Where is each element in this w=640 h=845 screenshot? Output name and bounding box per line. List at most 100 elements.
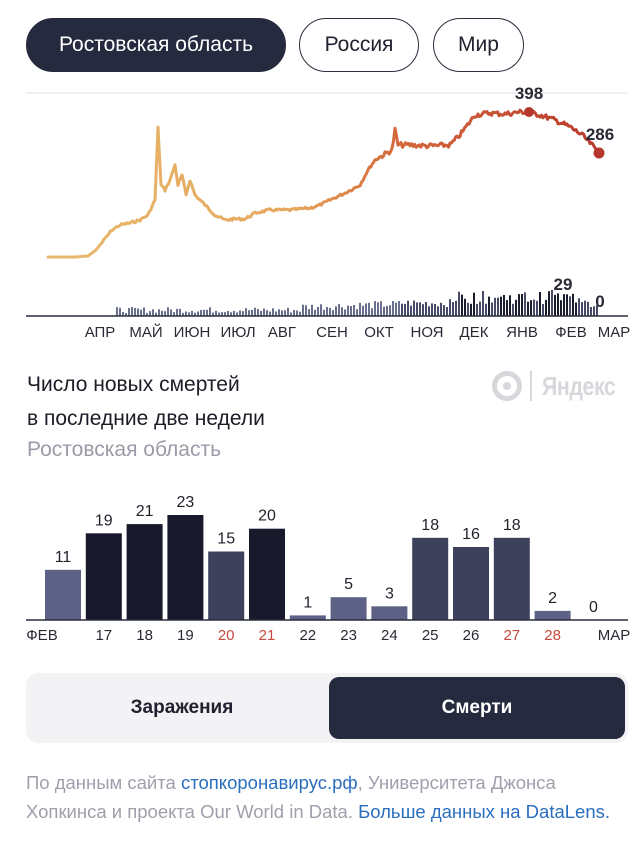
- footer-sources: По данным сайта стопкоронавирус.рф, Унив…: [26, 768, 631, 826]
- overview-mini-bar: [143, 307, 145, 316]
- deaths-button[interactable]: Смерти: [329, 677, 625, 739]
- tab-rostov-region[interactable]: Ростовская область: [26, 18, 286, 72]
- overview-mini-bar: [464, 298, 466, 316]
- overview-mini-bars: [116, 290, 598, 316]
- overview-month-label: АВГ: [268, 324, 296, 341]
- overview-mini-bar: [314, 309, 316, 316]
- overview-mini-bar: [485, 303, 487, 316]
- overview-month-label: ЯНВ: [506, 324, 538, 341]
- overview-mini-bar: [164, 311, 166, 316]
- overview-mini-bar: [401, 303, 403, 316]
- overview-mini-bar: [149, 311, 151, 316]
- deaths-value-label: 1: [303, 594, 312, 611]
- overview-mini-bar: [356, 309, 358, 316]
- overview-mini-bar: [329, 307, 331, 316]
- footer-middle: , Университета Джонса Хопкинса и проекта…: [26, 772, 556, 822]
- deaths-value-label: 3: [385, 585, 394, 602]
- deaths-value-label: 11: [55, 549, 72, 566]
- overview-mini-bar: [278, 309, 280, 316]
- overview-mini-bar: [518, 294, 520, 316]
- overview-mini-bar: [128, 308, 130, 316]
- deaths-category-label: 19: [177, 627, 194, 644]
- overview-mini-bar: [191, 311, 193, 316]
- overview-mini-bar: [470, 303, 472, 316]
- overview-mini-bar: [449, 299, 451, 316]
- deaths-category-label: 18: [136, 627, 153, 644]
- overview-mini-bar: [302, 304, 304, 316]
- overview-mini-bar: [209, 307, 211, 316]
- overview-mini-bar: [308, 309, 310, 316]
- overview-mini-bar: [581, 302, 583, 316]
- overview-mini-bar: [341, 307, 343, 316]
- deaths-bar: [330, 597, 367, 620]
- overview-mini-bar: [353, 305, 355, 316]
- overview-mini-bar: [245, 308, 247, 316]
- deaths-value-label: 2: [548, 590, 557, 607]
- overview-mini-bar: [323, 309, 325, 316]
- yandex-logo: Яндекс: [492, 368, 632, 404]
- overview-mini-bar: [548, 291, 550, 316]
- overview-mini-bar: [497, 297, 499, 316]
- overview-mini-bar: [404, 303, 406, 316]
- overview-mini-bar: [461, 294, 463, 316]
- logo-divider: [530, 371, 532, 401]
- deaths-value-label: 19: [95, 512, 113, 529]
- overview-mini-bar: [137, 308, 139, 316]
- overview-mini-bar: [515, 299, 517, 316]
- overview-mini-bar: [377, 302, 379, 316]
- deaths-category-label: 23: [340, 627, 357, 644]
- tab-world[interactable]: Мир: [433, 18, 524, 72]
- overview-mini-bar: [572, 293, 574, 316]
- deaths-value-label: 0: [589, 599, 598, 616]
- deaths-category-label: 17: [95, 627, 112, 644]
- overview-mini-bar: [293, 310, 295, 316]
- overview-mini-bar: [509, 295, 511, 316]
- overview-mini-bar: [218, 312, 220, 316]
- overview-mini-bar: [425, 302, 427, 316]
- overview-month-label: ОКТ: [364, 324, 394, 341]
- overview-mini-bar: [362, 305, 364, 316]
- overview-mini-bar: [398, 301, 400, 316]
- overview-mini-bar: [248, 310, 250, 316]
- tab-russia[interactable]: Россия: [299, 18, 419, 72]
- deaths-category-label: ФЕВ: [26, 627, 57, 644]
- overview-mini-bar: [284, 310, 286, 316]
- overview-mini-bar: [206, 309, 208, 316]
- overview-mini-bar: [368, 302, 370, 316]
- deaths-bar: [126, 524, 163, 620]
- deaths-bar: [45, 569, 81, 620]
- deaths-category-label: 22: [299, 627, 316, 644]
- overview-mini-bar: [275, 311, 277, 316]
- overview-chart: 398 286 29 0 АПР МАЙ ИЮН ИЮЛ АВГ СЕН ОКТ НОЯ ДЕК…: [26, 84, 630, 341]
- overview-mini-bar: [458, 291, 460, 316]
- deaths-bar: [534, 610, 571, 620]
- overview-mini-bar: [224, 312, 226, 316]
- overview-month-label: МАЙ: [129, 323, 162, 341]
- overview-mini-bar: [443, 305, 445, 316]
- overview-mini-bar: [533, 299, 535, 316]
- overview-mini-bar: [569, 296, 571, 316]
- overview-mini-bar: [266, 310, 268, 316]
- overview-mini-bar: [221, 312, 223, 316]
- deaths-bar-chart: 11ФЕВ19172118231915202021122523324182516…: [26, 494, 630, 644]
- overview-mini-bar: [527, 301, 529, 316]
- overview-mini-bar: [122, 312, 124, 316]
- deaths-bar: [493, 537, 530, 620]
- datalens-link[interactable]: Больше данных на DataLens.: [358, 801, 611, 822]
- deaths-category-label: 21: [259, 627, 276, 644]
- overview-mini-bar: [227, 311, 229, 316]
- overview-mini-bar: [383, 306, 385, 316]
- overview-bars-last-label: 0: [595, 292, 604, 311]
- overview-month-label: ИЮЛ: [220, 324, 255, 341]
- overview-mini-bar: [194, 312, 196, 316]
- overview-mini-bar: [230, 312, 232, 316]
- overview-mini-bar: [584, 300, 586, 316]
- overview-month-label: ИЮН: [174, 324, 211, 341]
- overview-mini-bar: [170, 309, 172, 316]
- deaths-bar: [208, 551, 245, 620]
- stopcoronavirus-link[interactable]: стопкоронавирус.рф: [180, 772, 358, 793]
- overview-mini-bar: [116, 307, 118, 316]
- chart-title-line2: в последние две недели: [27, 407, 265, 430]
- infections-button[interactable]: Заражения: [130, 697, 234, 718]
- overview-mini-bar: [272, 308, 274, 316]
